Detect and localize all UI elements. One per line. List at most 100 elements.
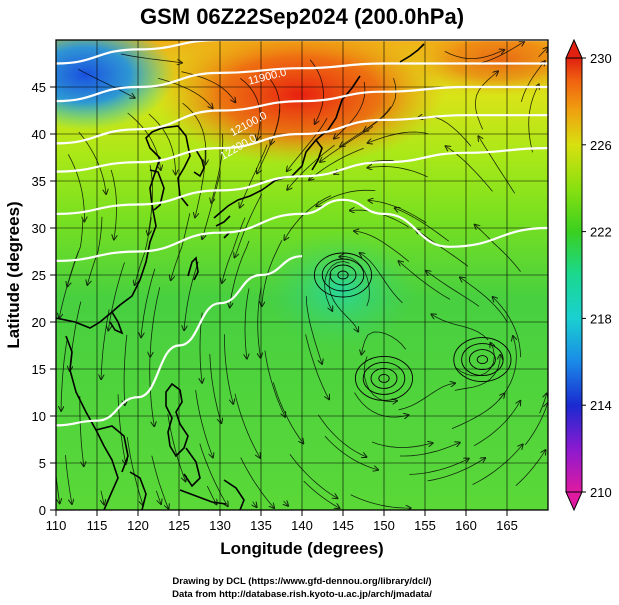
colorbar-tick-label: 214 (590, 398, 612, 413)
vortex-ring (476, 355, 489, 365)
streamline (79, 395, 84, 466)
streamline (427, 458, 486, 482)
streamline (253, 502, 257, 507)
streamline (209, 354, 222, 423)
streamline (65, 455, 72, 504)
warm-region-east (410, 40, 548, 95)
streamline (70, 301, 82, 371)
colorbar-tick-label: 218 (590, 311, 612, 326)
streamline (473, 401, 520, 447)
streamline (206, 485, 216, 504)
streamline (409, 459, 469, 475)
streamline (416, 230, 469, 267)
streamline (167, 413, 186, 481)
streamline (460, 277, 508, 323)
streamline (245, 288, 249, 359)
y-tick-label: 5 (39, 456, 46, 471)
contour-line (56, 62, 548, 103)
streamline (230, 240, 250, 308)
vortex-ring (313, 252, 373, 298)
streamline (515, 450, 546, 486)
streamline (184, 261, 199, 330)
x-tick-label: 110 (46, 518, 67, 533)
streamline (472, 445, 523, 485)
streamline (305, 296, 322, 364)
vortex-ring (370, 367, 398, 389)
streamline (305, 334, 330, 399)
streamline (339, 257, 370, 307)
streamline (520, 61, 545, 103)
streamline (235, 194, 263, 257)
x-tick-label: 140 (291, 518, 313, 533)
streamline (538, 48, 548, 58)
streamline (368, 131, 428, 143)
y-tick-label: 40 (32, 127, 46, 142)
x-tick-label: 165 (496, 518, 518, 533)
vortex-ring (461, 343, 504, 377)
y-tick-label: 30 (32, 221, 46, 236)
streamline (454, 355, 501, 391)
vortex-ring (453, 337, 512, 383)
streamline (364, 77, 397, 131)
y-tick-label: 20 (32, 315, 46, 330)
streamline (157, 77, 213, 108)
y-axis: 0 5 10 15 20 25 30 35 40 45 (32, 80, 56, 518)
streamline (262, 240, 283, 306)
streamline (101, 490, 104, 505)
streamline (309, 147, 364, 180)
streamline (202, 171, 221, 239)
streamline (87, 216, 103, 285)
streamline (264, 350, 285, 417)
contour-line (56, 85, 548, 145)
streamline (328, 273, 358, 332)
x-tick-label: 115 (87, 518, 108, 533)
streamline (284, 501, 289, 506)
x-tick-label: 125 (168, 518, 190, 533)
streamline (182, 102, 206, 164)
streamline (101, 309, 110, 379)
colorbar: 210 214 218 222 226 230 (565, 38, 612, 512)
x-axis-label: Longitude (degrees) (220, 539, 383, 558)
streamline (150, 287, 161, 357)
contour-line (56, 198, 548, 262)
vortex-ring (378, 373, 390, 383)
streamline (399, 261, 451, 300)
streamline (258, 287, 261, 358)
streamline (224, 334, 234, 404)
colorbar-ramp (565, 57, 583, 493)
streamline (369, 200, 427, 224)
streamline (234, 393, 260, 458)
streamline (270, 78, 281, 145)
streamline (151, 455, 169, 509)
y-tick-label: 35 (32, 174, 46, 189)
y-tick-label: 25 (32, 268, 46, 283)
streamline (317, 414, 366, 457)
colorbar-tick-label: 222 (590, 225, 612, 240)
streamline (127, 112, 161, 170)
colorbar-tick-label: 230 (590, 51, 612, 66)
streamline (117, 394, 126, 464)
y-axis-label: Latitude (degrees) (4, 201, 23, 348)
streamline (354, 231, 410, 262)
vortex-ring (329, 264, 357, 286)
contour-line (56, 255, 303, 427)
streamline (78, 69, 134, 98)
streamline (108, 262, 125, 331)
streamline (475, 225, 521, 272)
x-tick-label: 155 (414, 518, 436, 533)
y-tick-label: 10 (32, 409, 46, 424)
streamline (149, 356, 155, 426)
streamline (478, 136, 516, 194)
x-tick-label: 120 (127, 518, 149, 533)
streamline (67, 218, 84, 287)
streamline (200, 312, 202, 383)
contour-line (56, 114, 548, 173)
streamline (399, 443, 460, 457)
streamline (456, 343, 495, 377)
cold-region (56, 40, 175, 130)
streamline (156, 490, 161, 504)
streamline (474, 71, 498, 130)
contour-line (56, 40, 548, 65)
streamline (126, 437, 143, 505)
